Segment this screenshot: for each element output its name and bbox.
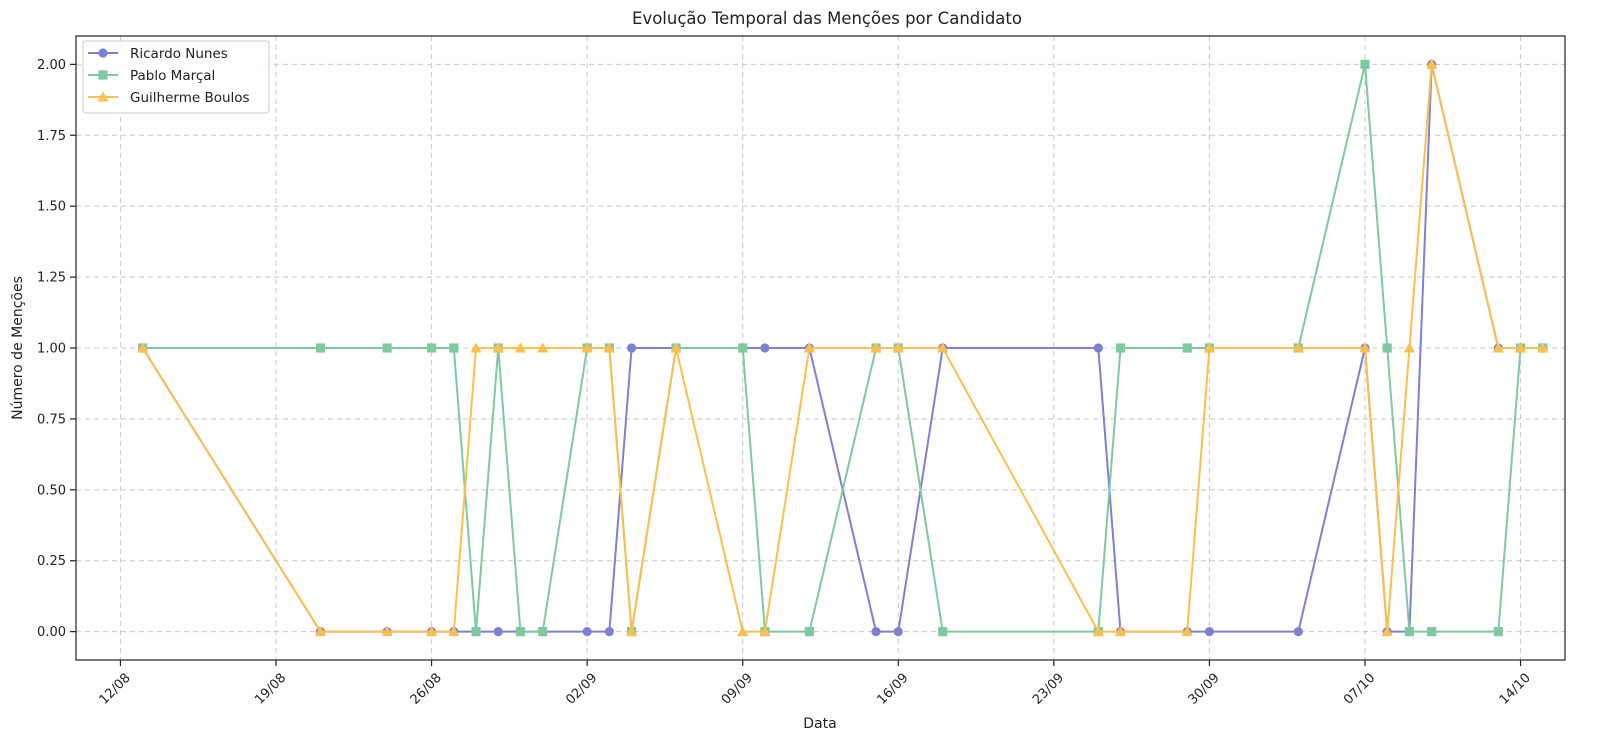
data-point xyxy=(448,626,460,637)
data-point xyxy=(514,342,527,353)
data-point xyxy=(1115,343,1126,353)
y-axis-ticks: 0.00 0.25 0.50 0.75 1.00 1.25 1.50 1.75 2.00 xyxy=(37,58,76,640)
data-point xyxy=(893,627,903,637)
y-tick-label: 0.75 xyxy=(37,412,66,427)
data-point xyxy=(1292,342,1304,353)
data-point xyxy=(1382,343,1392,353)
data-point xyxy=(314,626,327,637)
x-axis-label: Data xyxy=(803,716,836,732)
x-tick-label: 23/09 xyxy=(1030,671,1067,708)
data-point xyxy=(803,342,815,353)
data-point xyxy=(381,626,393,637)
data-point xyxy=(1492,342,1504,353)
legend-box xyxy=(82,40,270,114)
data-point xyxy=(425,626,438,637)
data-point xyxy=(738,343,748,353)
x-tick-label: 02/09 xyxy=(563,671,600,708)
data-point xyxy=(892,342,904,353)
x-tick-label: 30/09 xyxy=(1186,671,1223,708)
data-point xyxy=(1359,342,1371,353)
data-point xyxy=(1360,59,1370,69)
y-tick-label: 1.50 xyxy=(37,200,66,215)
y-tick-label: 0.00 xyxy=(37,625,66,640)
data-point xyxy=(449,343,459,353)
x-tick-label: 12/08 xyxy=(97,671,134,708)
data-point xyxy=(582,627,592,637)
x-tick-label: 16/09 xyxy=(874,671,911,708)
data-point xyxy=(1092,626,1104,637)
series-guilherme-boulos xyxy=(137,58,1549,637)
x-tick-label: 09/09 xyxy=(719,671,756,708)
chart-title: Evolução Temporal das Menções por Candid… xyxy=(632,9,1022,28)
data-point xyxy=(538,627,548,637)
legend-marker xyxy=(98,70,108,80)
data-point xyxy=(1403,342,1416,353)
y-tick-label: 1.00 xyxy=(37,342,66,357)
data-point xyxy=(870,342,882,353)
data-point xyxy=(537,342,549,353)
data-point xyxy=(938,627,948,637)
data-point xyxy=(515,627,526,637)
data-point xyxy=(1514,342,1527,353)
data-point xyxy=(470,342,482,353)
data-point xyxy=(1381,626,1393,637)
data-point xyxy=(1203,342,1216,353)
data-point xyxy=(1537,342,1549,353)
data-point xyxy=(1182,343,1192,353)
y-axis-label: Número de Menções xyxy=(10,276,26,420)
legend-label: Pablo Marçal xyxy=(130,68,215,84)
data-point xyxy=(471,627,481,637)
data-point xyxy=(315,343,326,353)
data-point xyxy=(737,626,749,637)
x-tick-label: 26/08 xyxy=(408,671,445,708)
legend-label: Ricardo Nunes xyxy=(130,46,228,62)
data-point xyxy=(1404,627,1415,637)
data-point xyxy=(937,342,949,353)
data-point xyxy=(760,343,770,353)
data-point xyxy=(604,627,614,637)
legend-marker xyxy=(97,91,109,102)
data-point xyxy=(137,342,149,353)
legend-label: Guilherme Boulos xyxy=(130,90,250,106)
data-point xyxy=(625,626,638,637)
y-tick-label: 1.25 xyxy=(37,271,66,286)
data-point xyxy=(492,342,504,353)
x-tick-label: 14/10 xyxy=(1497,671,1534,708)
data-point xyxy=(581,342,593,353)
y-tick-label: 1.75 xyxy=(37,129,66,144)
data-point xyxy=(1204,627,1215,637)
data-point xyxy=(1426,58,1438,69)
data-point xyxy=(871,627,881,637)
data-point xyxy=(1427,627,1437,637)
legend-marker xyxy=(98,48,108,58)
legend: Ricardo Nunes Pablo Marçal Guilherme Boulo… xyxy=(82,40,270,114)
data-point xyxy=(1181,626,1193,637)
data-point xyxy=(670,342,682,353)
data-point xyxy=(759,626,771,637)
series-layer xyxy=(137,58,1549,637)
data-point xyxy=(426,343,437,353)
data-point xyxy=(1093,343,1103,353)
x-axis-ticks: 12/08 19/08 26/08 02/09 09/09 16/09 23/09 30/09… xyxy=(97,660,1534,708)
x-tick-label: 07/10 xyxy=(1341,671,1378,708)
x-tick-label: 19/08 xyxy=(252,671,289,708)
data-point xyxy=(804,627,814,637)
y-tick-label: 0.50 xyxy=(37,483,66,498)
data-point xyxy=(603,342,615,353)
data-point xyxy=(382,343,392,353)
y-tick-label: 2.00 xyxy=(37,58,66,73)
data-point xyxy=(1114,626,1127,637)
data-point xyxy=(1493,627,1503,637)
data-point xyxy=(626,343,637,353)
grid xyxy=(76,36,1565,660)
y-tick-label: 0.25 xyxy=(37,554,66,569)
data-point xyxy=(493,627,503,637)
data-point xyxy=(1293,627,1303,637)
